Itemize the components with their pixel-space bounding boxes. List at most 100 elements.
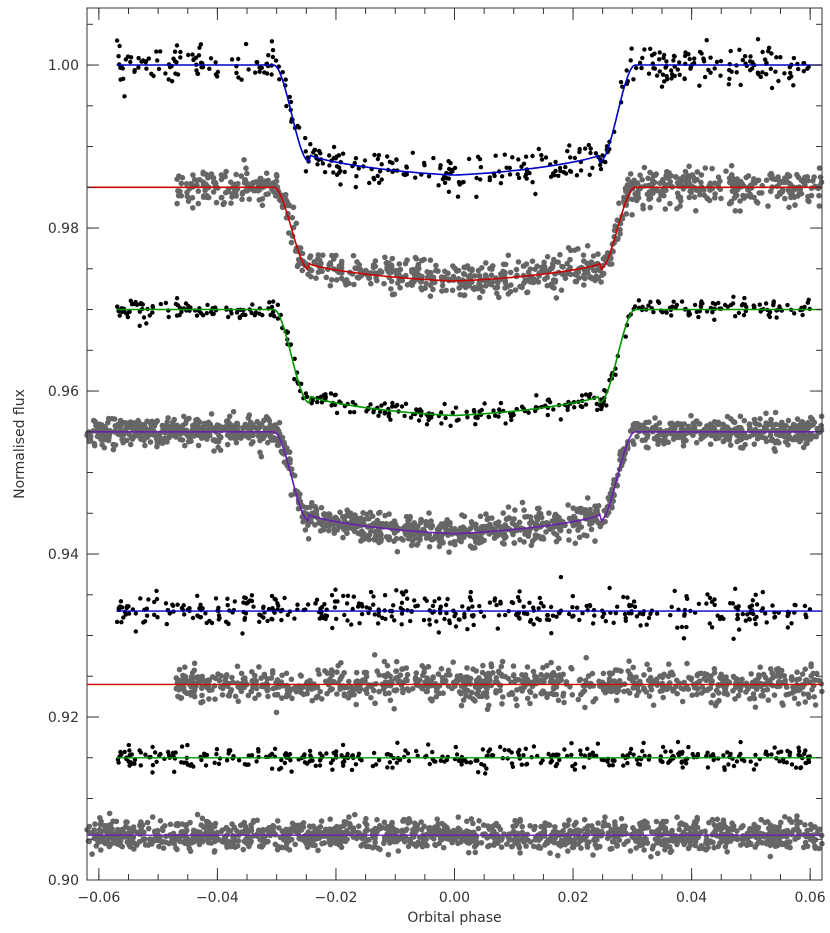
data-point: [176, 666, 183, 673]
data-point: [353, 679, 359, 685]
data-point: [812, 702, 819, 708]
data-point: [686, 163, 692, 170]
data-point: [731, 294, 736, 299]
data-point: [317, 763, 323, 768]
data-point: [479, 407, 484, 413]
data-point: [492, 598, 497, 603]
data-point: [732, 696, 738, 702]
data-point: [743, 618, 748, 623]
data-point: [297, 672, 304, 678]
data-point: [704, 601, 709, 606]
data-point: [484, 516, 491, 523]
data-point: [138, 596, 143, 601]
data-point: [362, 678, 368, 684]
data-point: [634, 197, 640, 204]
data-point: [721, 753, 726, 758]
data-point: [694, 691, 700, 698]
data-point: [643, 689, 650, 695]
data-point: [351, 281, 357, 288]
data-point: [479, 669, 486, 676]
data-point: [595, 741, 601, 746]
data-point: [275, 302, 281, 307]
data-point: [551, 256, 557, 263]
data-point: [789, 425, 795, 432]
data-point: [698, 172, 705, 178]
data-point: [662, 79, 667, 84]
data-point: [631, 441, 637, 448]
data-point: [572, 405, 577, 410]
data-point: [772, 448, 778, 455]
data-point: [548, 281, 555, 287]
data-point: [403, 665, 410, 671]
data-point: [734, 676, 740, 682]
data-point: [338, 182, 343, 187]
data-point: [499, 701, 505, 707]
data-point: [142, 442, 148, 449]
data-point: [226, 693, 232, 699]
data-point: [361, 516, 368, 523]
data-point: [734, 176, 740, 182]
data-point: [523, 154, 529, 159]
data-point: [746, 421, 753, 427]
data-point: [190, 172, 196, 178]
data-point: [544, 253, 551, 260]
data-point: [341, 593, 346, 599]
data-point: [628, 746, 634, 752]
data-point: [126, 431, 133, 438]
data-point: [764, 686, 771, 693]
data-point: [427, 282, 434, 289]
data-point: [353, 184, 358, 190]
data-point: [652, 415, 658, 421]
data-point: [519, 678, 526, 684]
data-point: [385, 765, 390, 770]
data-point: [196, 53, 202, 58]
data-point: [415, 523, 421, 530]
data-point: [699, 51, 704, 56]
data-point: [136, 420, 143, 427]
data-point: [769, 85, 775, 91]
data-point: [219, 194, 225, 201]
data-point: [305, 602, 311, 607]
data-point: [494, 602, 499, 608]
data-point: [699, 299, 704, 304]
data-point: [557, 165, 563, 171]
data-point: [510, 672, 517, 679]
data-point: [403, 748, 408, 753]
data-point: [275, 316, 281, 321]
data-point: [709, 165, 715, 172]
data-point: [446, 189, 452, 194]
data-point: [231, 435, 238, 441]
data-point: [286, 688, 293, 695]
data-point: [502, 278, 509, 284]
data-point: [640, 55, 645, 61]
data-point: [487, 600, 493, 605]
data-point: [592, 613, 597, 618]
data-point: [370, 264, 377, 271]
data-point: [581, 282, 587, 288]
data-point: [218, 684, 224, 690]
data-point: [630, 664, 636, 671]
data-point: [376, 613, 381, 618]
data-point: [728, 751, 733, 757]
data-point: [405, 751, 411, 756]
data-point: [472, 284, 478, 291]
data-point: [472, 409, 477, 414]
data-point: [213, 60, 218, 65]
data-point: [785, 187, 791, 194]
data-point: [566, 528, 572, 534]
data-point: [670, 688, 676, 694]
data-point: [478, 165, 484, 170]
data-point: [410, 150, 415, 155]
data-point: [150, 770, 155, 775]
data-point: [740, 611, 745, 617]
data-point: [648, 299, 653, 305]
data-point: [166, 314, 171, 320]
data-point: [659, 680, 666, 687]
data-point: [397, 285, 403, 291]
data-point: [295, 602, 300, 607]
data-point: [423, 280, 429, 287]
data-point: [423, 518, 429, 525]
data-point: [525, 533, 532, 539]
data-point: [694, 672, 700, 679]
series-5-points: [173, 652, 825, 716]
